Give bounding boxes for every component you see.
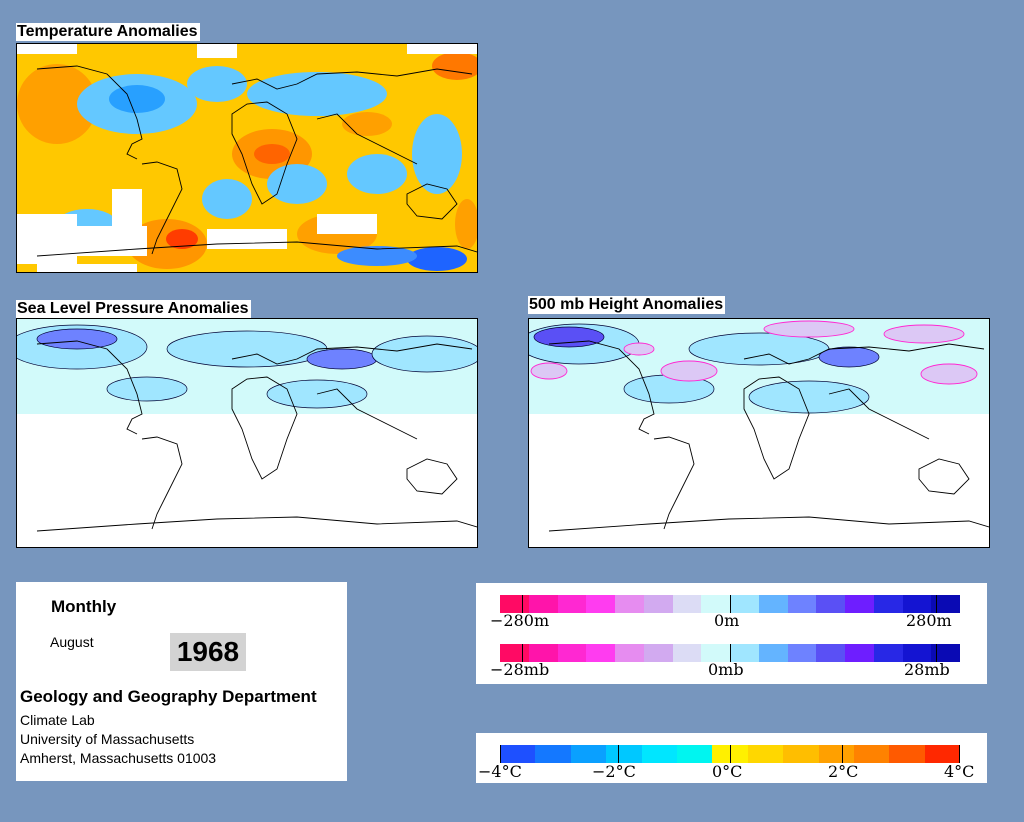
color-swatch <box>730 595 759 613</box>
color-swatch <box>676 745 713 763</box>
height-pressure-legend: −280m 0m 280m −28mb 0mb 28mb <box>476 583 987 684</box>
temperature-scale-tick <box>842 745 843 763</box>
department-label: Geology and Geography Department <box>20 687 317 706</box>
temperature-color-scale <box>500 745 961 763</box>
temperature-cool-patches <box>57 66 467 271</box>
color-swatch <box>500 745 536 763</box>
color-swatch <box>853 745 890 763</box>
color-swatch <box>889 745 925 763</box>
pressure-zero-label: 0mb <box>708 660 744 679</box>
color-swatch <box>535 745 571 763</box>
color-swatch <box>758 644 788 662</box>
color-swatch <box>816 644 845 662</box>
color-swatch <box>606 745 642 763</box>
color-swatch <box>528 595 558 613</box>
temperature-label-zero: 0°C <box>712 762 743 781</box>
temperature-scale-tick <box>959 745 960 763</box>
color-swatch <box>701 644 730 662</box>
university-label: University of Massachusetts <box>20 731 195 747</box>
color-swatch <box>931 644 960 662</box>
height-zero-label: 0m <box>714 611 740 630</box>
pressure-scale-tick <box>936 644 937 662</box>
color-swatch <box>787 644 817 662</box>
temperature-label-minus-2: −2°C <box>592 762 636 781</box>
temperature-anomaly-map <box>16 43 478 273</box>
color-swatch <box>615 595 644 613</box>
color-swatch <box>570 745 607 763</box>
height-max-label: 280m <box>906 611 952 630</box>
color-swatch <box>931 595 960 613</box>
color-swatch <box>701 595 730 613</box>
temperature-label-plus-4: 4°C <box>944 762 975 781</box>
height-scale-tick <box>522 595 523 613</box>
address-label: Amherst, Massachusetts 01003 <box>20 750 217 766</box>
height-anomaly-map <box>528 318 990 548</box>
height-coastlines <box>548 340 989 532</box>
color-swatch <box>816 595 845 613</box>
pressure-anomaly-contours <box>17 324 477 409</box>
info-panel: Monthly August 1968 Geology and Geograph… <box>16 582 347 781</box>
temperature-legend: −4°C −2°C 0°C 2°C 4°C <box>476 733 987 783</box>
height-min-label: −280m <box>490 611 550 630</box>
pressure-scale-tick <box>730 644 731 662</box>
pressure-min-label: −28mb <box>490 660 550 679</box>
height-anomaly-contours <box>529 320 978 414</box>
color-swatch <box>902 595 932 613</box>
height-color-scale <box>500 595 960 613</box>
color-swatch <box>873 644 903 662</box>
pressure-max-label: 28mb <box>904 660 950 679</box>
color-swatch <box>586 595 615 613</box>
color-swatch <box>500 595 529 613</box>
color-swatch <box>902 644 932 662</box>
color-swatch <box>845 644 874 662</box>
height-map-canvas <box>529 319 989 547</box>
pressure-map-title: Sea Level Pressure Anomalies <box>16 300 251 318</box>
temperature-scale-tick <box>500 745 501 763</box>
color-swatch <box>924 745 961 763</box>
color-swatch <box>845 595 874 613</box>
color-swatch <box>643 595 673 613</box>
temperature-label-minus-4: −4°C <box>478 762 522 781</box>
color-swatch <box>528 644 558 662</box>
color-swatch <box>615 644 644 662</box>
temperature-scale-tick <box>730 745 731 763</box>
height-scale-tick <box>936 595 937 613</box>
pressure-scale-tick <box>522 644 523 662</box>
color-swatch <box>643 644 673 662</box>
temperature-map-canvas <box>17 44 477 272</box>
lab-label: Climate Lab <box>20 712 95 728</box>
temperature-map-title: Temperature Anomalies <box>16 23 200 41</box>
color-swatch <box>586 644 615 662</box>
temperature-coastlines <box>36 65 477 257</box>
color-swatch <box>500 644 529 662</box>
color-swatch <box>557 644 587 662</box>
color-swatch <box>787 595 817 613</box>
color-swatch <box>818 745 854 763</box>
color-swatch <box>641 745 677 763</box>
color-swatch <box>873 595 903 613</box>
color-swatch <box>730 644 759 662</box>
color-swatch <box>672 595 702 613</box>
color-swatch <box>783 745 819 763</box>
temperature-missing-data <box>17 44 477 272</box>
pressure-color-scale <box>500 644 960 662</box>
year-label: 1968 <box>170 633 246 671</box>
color-swatch <box>747 745 784 763</box>
height-scale-tick <box>730 595 731 613</box>
color-swatch <box>672 644 702 662</box>
period-label: Monthly <box>51 597 117 616</box>
color-swatch <box>758 595 788 613</box>
month-label: August <box>50 634 94 650</box>
temperature-scale-tick <box>618 745 619 763</box>
color-swatch <box>557 595 587 613</box>
pressure-map-canvas <box>17 319 477 547</box>
pressure-coastlines <box>36 340 477 532</box>
temperature-label-plus-2: 2°C <box>828 762 859 781</box>
pressure-anomaly-map <box>16 318 478 548</box>
height-map-title: 500 mb Height Anomalies <box>528 296 726 314</box>
